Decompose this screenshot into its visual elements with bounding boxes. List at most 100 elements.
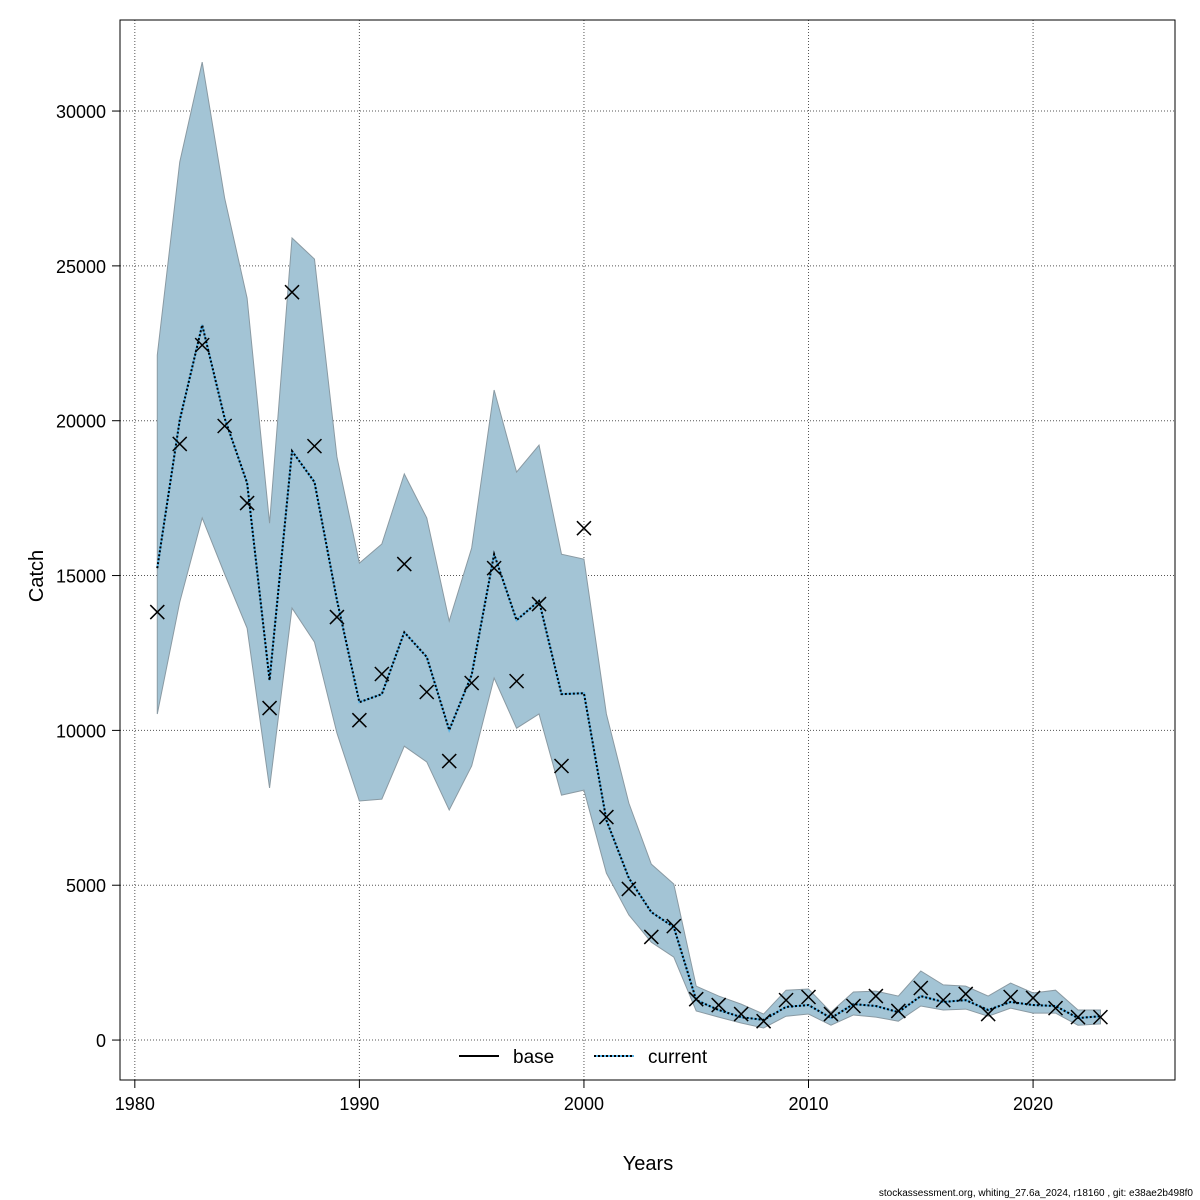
x-tick-label: 2000	[564, 1094, 604, 1114]
observed-point	[306, 438, 323, 454]
observed-point	[913, 980, 929, 996]
observed-point-stroke	[284, 284, 300, 300]
observed-point-stroke	[935, 992, 951, 1008]
observed-point-stroke	[913, 980, 929, 996]
observed-point	[374, 666, 390, 682]
observed-point-stroke	[1048, 1000, 1064, 1016]
x-tick-label: 2010	[788, 1094, 828, 1114]
observed-point	[1003, 989, 1019, 1005]
y-tick-label: 25000	[56, 257, 106, 277]
observed-point-stroke	[172, 436, 188, 452]
observed-point-stroke	[464, 675, 480, 691]
observed-point	[509, 673, 525, 689]
series-lines	[156, 324, 1101, 1021]
observed-point	[1025, 990, 1041, 1006]
observed-point	[396, 556, 412, 572]
observed-point	[688, 991, 704, 1007]
observed-point	[890, 1003, 906, 1019]
observed-point-stroke	[688, 991, 704, 1007]
observed-point-stroke	[778, 992, 794, 1008]
observed-points	[149, 284, 1108, 1029]
observed-point	[845, 998, 861, 1014]
y-tick-label: 0	[96, 1031, 106, 1051]
observed-point	[576, 520, 592, 536]
observed-point-stroke	[756, 1013, 772, 1029]
observed-point-stroke	[576, 520, 592, 536]
observed-point	[553, 758, 570, 774]
legend-base-label: base	[513, 1047, 554, 1068]
observed-point-stroke	[621, 881, 637, 897]
confidence-band-area	[156, 62, 1101, 1029]
observed-point-stroke	[262, 700, 278, 716]
observed-point	[666, 918, 682, 934]
observed-point	[419, 684, 435, 700]
observed-point	[711, 997, 727, 1013]
observed-point	[800, 989, 817, 1005]
observed-point	[329, 609, 345, 625]
y-axis: 0 5000 10000 15000 20000 25000 30000	[56, 102, 120, 1051]
y-tick-label: 20000	[56, 412, 106, 432]
x-tick-label: 1980	[115, 1094, 155, 1114]
observed-point	[149, 604, 165, 620]
observed-point-stroke	[486, 560, 502, 576]
footer-text: stockassessment.org, whiting_27.6a_2024,…	[879, 1188, 1194, 1199]
observed-point-stroke	[1025, 990, 1041, 1006]
observed-point	[598, 809, 614, 825]
observed-point-stroke	[733, 1006, 749, 1022]
observed-point-stroke	[509, 673, 525, 689]
x-axis-label: Years	[623, 1153, 673, 1175]
observed-point-stroke	[553, 758, 570, 774]
observed-point-stroke	[845, 998, 861, 1014]
observed-point-stroke	[396, 556, 412, 572]
legend-current-label: current	[648, 1047, 708, 1068]
observed-point	[217, 418, 233, 434]
y-axis-label: Catch	[26, 550, 48, 602]
observed-point-stroke	[643, 929, 659, 945]
observed-point-stroke	[374, 666, 390, 682]
observed-point-stroke	[980, 1006, 996, 1022]
observed-point	[958, 986, 974, 1002]
y-tick-label: 10000	[56, 721, 106, 741]
observed-point-stroke	[958, 986, 974, 1002]
observed-point	[351, 712, 367, 728]
observed-point	[1092, 1009, 1108, 1025]
observed-point-stroke	[1003, 989, 1019, 1005]
observed-point	[1070, 1009, 1086, 1025]
observed-point	[980, 1006, 996, 1022]
legend: base current	[459, 1047, 708, 1068]
y-tick-label: 5000	[66, 876, 106, 896]
plot-frame	[119, 19, 1176, 1081]
observed-point-stroke	[419, 684, 435, 700]
observed-point-stroke	[890, 1003, 906, 1019]
observed-point	[172, 436, 188, 452]
observed-point-stroke	[823, 1006, 839, 1022]
x-tick-label: 2020	[1013, 1094, 1053, 1114]
observed-point	[531, 596, 547, 612]
observed-point-stroke	[1092, 1009, 1108, 1025]
observed-point-stroke	[217, 418, 233, 434]
confidence-band	[156, 62, 1101, 1029]
observed-point	[621, 881, 637, 897]
observed-point	[935, 992, 951, 1008]
y-tick-label: 15000	[56, 567, 106, 587]
observed-point	[441, 753, 457, 769]
observed-point-stroke	[239, 495, 255, 511]
observed-point-stroke	[598, 809, 614, 825]
observed-point	[284, 284, 300, 300]
observed-point	[778, 992, 794, 1008]
x-axis: 1980 1990 2000 2010 2020	[115, 1080, 1053, 1114]
observed-point-stroke	[800, 989, 817, 1005]
observed-point	[464, 675, 480, 691]
observed-point-stroke	[531, 596, 547, 612]
observed-point	[643, 929, 659, 945]
observed-point-stroke	[306, 438, 323, 454]
y-tick-label: 30000	[56, 102, 106, 122]
grid	[120, 20, 1175, 1080]
observed-point-stroke	[194, 337, 210, 353]
observed-point	[486, 560, 502, 576]
observed-point-stroke	[711, 997, 727, 1013]
observed-point	[733, 1006, 749, 1022]
observed-point-stroke	[1070, 1009, 1086, 1025]
observed-point	[1048, 1000, 1064, 1016]
